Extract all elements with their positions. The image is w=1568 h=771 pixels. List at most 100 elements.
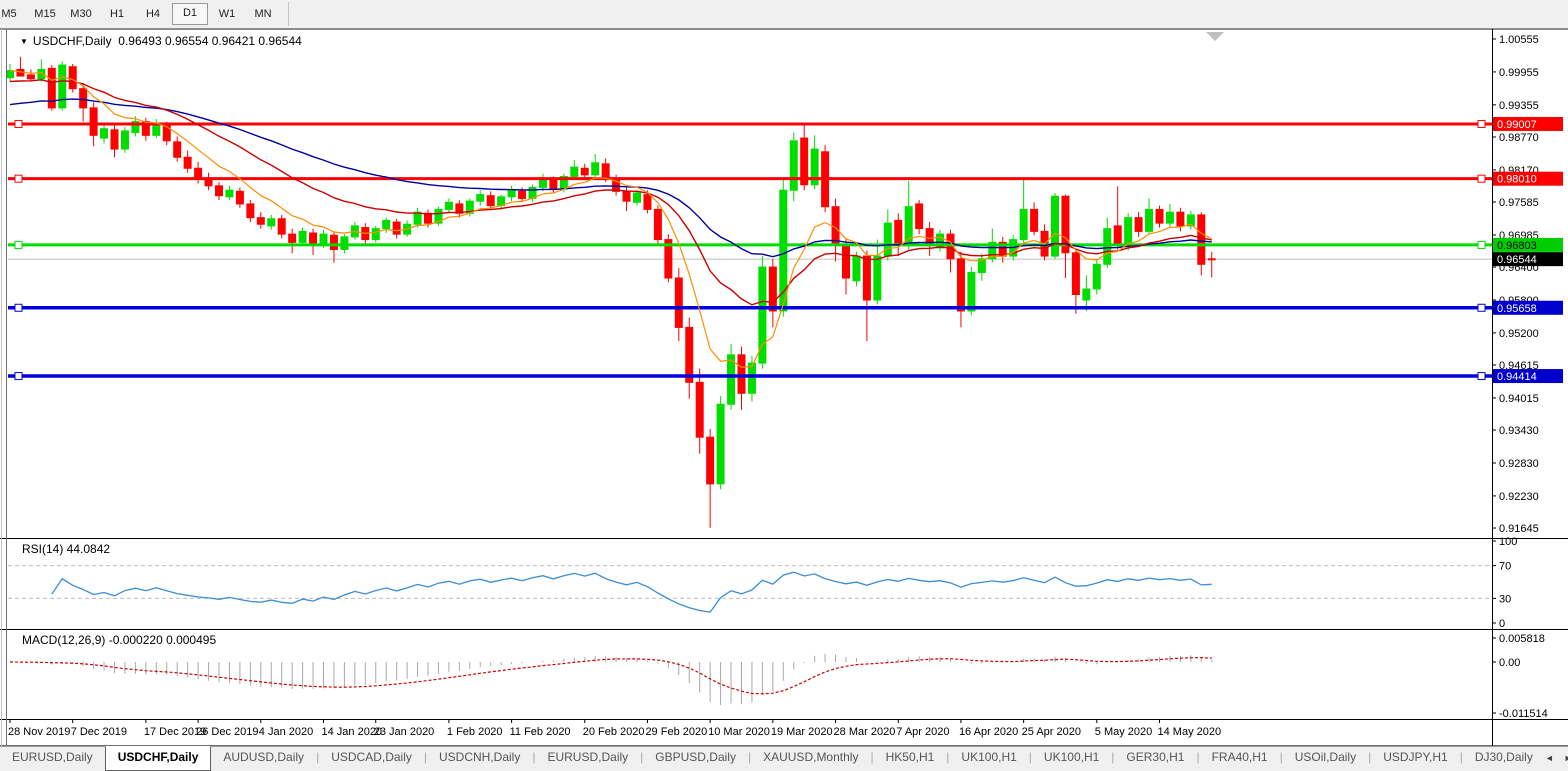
date-axis-label: 4 Jan 2020 <box>259 726 313 738</box>
hline-handle-right[interactable] <box>1477 303 1486 312</box>
chart-tab-USDCHF-Daily[interactable]: USDCHF,Daily <box>104 746 212 771</box>
y-axis-label: 1.00555 <box>1499 34 1539 46</box>
hline-handle-right[interactable] <box>1477 240 1486 249</box>
timeframe-button-H1[interactable]: H1 <box>109 8 125 20</box>
svg-text:0.98010: 0.98010 <box>1497 174 1537 186</box>
price-badge-0.94414: 0.94414 <box>1493 369 1563 384</box>
chart-title: ▼ USDCHF,Daily 0.96493 0.96554 0.96421 0.… <box>20 34 302 48</box>
timeframe-button-W1[interactable]: W1 <box>218 8 236 20</box>
chart-tab-AUDUSD-Daily[interactable]: AUDUSD,Daily <box>223 750 305 764</box>
hline-handle-right[interactable] <box>1477 119 1486 128</box>
svg-text:0.96803: 0.96803 <box>1497 240 1537 252</box>
timeframe-button-M5[interactable]: M5 <box>1 8 17 20</box>
hline-handle-left[interactable] <box>14 119 23 128</box>
date-axis-label: 14 May 2020 <box>1158 726 1222 738</box>
svg-text:0.99007: 0.99007 <box>1497 119 1537 131</box>
date-axis-label: 19 Mar 2020 <box>771 726 833 738</box>
chart-shift-triangle-icon[interactable] <box>1206 32 1224 41</box>
date-axis-label: 17 Dec 2019 <box>144 726 206 738</box>
y-axis-label: 0.98770 <box>1499 132 1539 144</box>
price-badge-0.99007: 0.99007 <box>1493 116 1563 131</box>
hline-handle-right[interactable] <box>1477 174 1486 183</box>
svg-text:0.94414: 0.94414 <box>1497 371 1537 383</box>
tab-scroll-left-button[interactable]: ◄ <box>1544 753 1554 763</box>
date-axis-label: 7 Dec 2019 <box>71 726 127 738</box>
rsi-line <box>51 571 1212 613</box>
svg-text:0.95658: 0.95658 <box>1497 303 1537 315</box>
tab-separator: | <box>1368 750 1372 764</box>
timeframe-toolbar: M5 M15 M30 H1 H4 D1 W1 MN <box>0 0 1568 29</box>
chart-tab-GER30-H1[interactable]: GER30,H1 <box>1126 750 1185 764</box>
chart-tab-FRA40-H1[interactable]: FRA40,H1 <box>1211 750 1268 764</box>
chevron-down-icon[interactable]: ▼ <box>20 37 28 46</box>
rsi-axis-labels[interactable]: 100 70 30 0 <box>1492 536 1517 630</box>
tab-separator: | <box>870 750 874 764</box>
chart-tab-GBPUSD-Daily[interactable]: GBPUSD,Daily <box>655 750 736 764</box>
hline-handle-left[interactable] <box>14 174 23 183</box>
macd-axis-label: 0.00 <box>1499 657 1520 669</box>
rsi-axis-label: 30 <box>1499 593 1511 605</box>
y-axis-label: 0.94015 <box>1499 393 1539 405</box>
chart-tab-DJ30-Daily[interactable]: DJ30,Daily <box>1474 750 1533 764</box>
chart-tab-XAUUSD-Monthly[interactable]: XAUUSD,Monthly <box>763 750 859 764</box>
rsi-axis-label: 0 <box>1499 618 1505 630</box>
toolbar-separator <box>288 2 289 26</box>
chart-tab-UK100-H1[interactable]: UK100,H1 <box>961 750 1017 764</box>
macd-signal-line <box>9 657 1212 695</box>
macd-histogram <box>19 653 1213 706</box>
y-axis-label: 0.93430 <box>1499 425 1539 437</box>
chart-tab-UK100-H1[interactable]: UK100,H1 <box>1043 750 1100 764</box>
y-axis-label: 0.99955 <box>1499 67 1539 79</box>
date-axis-label: 7 Apr 2020 <box>896 726 949 738</box>
candlesticks <box>6 56 1216 528</box>
tab-scroll-right-button[interactable]: ► <box>1564 753 1568 771</box>
chart-tab-USOil-Daily[interactable]: USOil,Daily <box>1294 750 1357 764</box>
chart-tab-EURUSD-Daily[interactable]: EURUSD,Daily <box>12 750 93 764</box>
tab-separator: | <box>1196 750 1200 764</box>
rsi-label: RSI(14) 44.0842 <box>22 542 111 556</box>
rsi-axis-label: 100 <box>1499 536 1517 548</box>
timeframe-button-M30[interactable]: M30 <box>70 8 92 20</box>
tab-separator: | <box>1459 750 1463 764</box>
tab-separator: | <box>423 750 427 764</box>
hline-handle-left[interactable] <box>14 303 23 312</box>
macd-label: MACD(12,26,9) -0.000220 0.000495 <box>22 633 217 647</box>
date-axis-label: 11 Feb 2020 <box>510 726 571 738</box>
price-badge-0.98010: 0.98010 <box>1493 171 1563 186</box>
macd-axis-labels[interactable]: 0.005818 0.00 -0.011514 <box>1492 633 1548 720</box>
date-axis-label: 26 Dec 2019 <box>196 726 258 738</box>
tab-separator: | <box>1111 750 1115 764</box>
rsi-axis-label: 70 <box>1499 561 1511 573</box>
macd-axis-label: -0.011514 <box>1499 708 1548 720</box>
tab-separator: | <box>1279 750 1283 764</box>
date-axis-label: 16 Apr 2020 <box>959 726 1018 738</box>
tab-separator: | <box>1028 750 1032 764</box>
chart-tab-HK50-H1[interactable]: HK50,H1 <box>885 750 935 764</box>
chart-background <box>0 29 1568 746</box>
hline-handle-left[interactable] <box>14 240 23 249</box>
chart-tab-EURUSD-Daily[interactable]: EURUSD,Daily <box>547 750 629 764</box>
tab-separator: | <box>747 750 752 764</box>
date-axis-label: 20 Feb 2020 <box>583 726 645 738</box>
macd-axis-label: 0.005818 <box>1499 633 1545 645</box>
timeframe-button-H4[interactable]: H4 <box>145 8 161 20</box>
price-badge-0.96544: 0.96544 <box>1493 252 1563 267</box>
hline-handle-right[interactable] <box>1477 372 1486 381</box>
timeframe-button-M15[interactable]: M15 <box>34 8 56 20</box>
date-axis-label: 10 Mar 2020 <box>708 726 770 738</box>
y-axis-label: 0.97585 <box>1499 197 1539 209</box>
ma-fast-line <box>9 70 1213 368</box>
chart-tab-USDCNH-Daily[interactable]: USDCNH,Daily <box>439 750 521 764</box>
y-axis-label: 0.99355 <box>1499 100 1539 112</box>
price-badge-0.95658: 0.95658 <box>1493 300 1563 315</box>
chart-canvas[interactable]: 1.005550.999550.993550.987700.981700.975… <box>0 29 1568 746</box>
chart-tab-USDCAD-Daily[interactable]: USDCAD,Daily <box>331 750 412 764</box>
timeframe-button-MN[interactable]: MN <box>254 8 272 20</box>
date-axis-label: 28 Mar 2020 <box>834 726 896 738</box>
chart-tab-USDJPY-H1[interactable]: USDJPY,H1 <box>1383 750 1448 764</box>
hline-handle-left[interactable] <box>14 372 23 381</box>
date-axis-label: 23 Jan 2020 <box>374 726 435 738</box>
y-axis-label: 0.94615 <box>1499 360 1539 372</box>
timeframe-button-D1[interactable]: D1 <box>172 3 208 25</box>
